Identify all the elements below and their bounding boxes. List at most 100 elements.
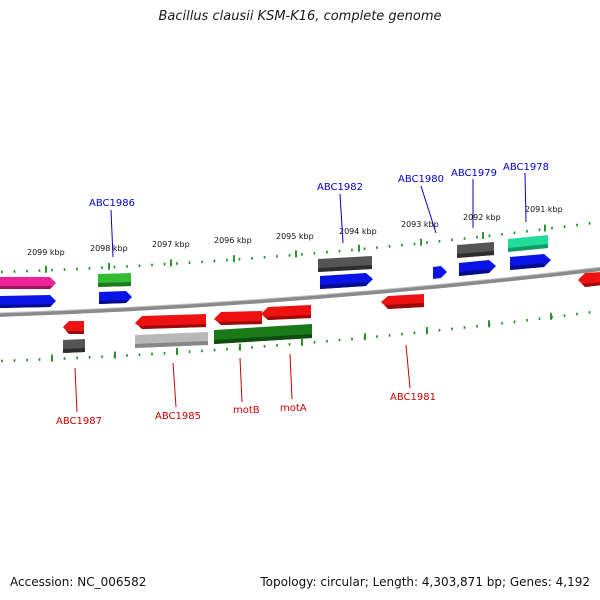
- gene-label-abc1980[interactable]: ABC1980: [398, 174, 444, 185]
- gene-arrow-abc1981-shade: [385, 303, 424, 309]
- leader-abc1986: [110, 209, 114, 258]
- minor-tick: [351, 248, 353, 252]
- minor-tick: [426, 241, 428, 244]
- gene-arrow-gray-1987-shade: [63, 348, 85, 353]
- major-tick: [233, 255, 235, 263]
- minor-tick: [13, 270, 16, 273]
- gene-arrow-abc1980[interactable]: [433, 266, 447, 279]
- minor-tick: [276, 344, 278, 347]
- kbp-label: 2098 kbp: [90, 244, 128, 253]
- gene-arrow-abc1987[interactable]: [63, 321, 84, 334]
- kbp-label: 2099 kbp: [27, 248, 65, 257]
- minor-tick: [113, 265, 116, 269]
- minor-tick: [38, 269, 41, 272]
- minor-tick: [388, 245, 391, 248]
- gene-label-abc1979[interactable]: ABC1979: [451, 168, 497, 179]
- gene-arrow-gray-1982-shade: [318, 265, 372, 272]
- kbp-label: 2095 kbp: [276, 232, 314, 241]
- minor-tick: [326, 339, 328, 343]
- minor-tick: [201, 260, 203, 264]
- major-tick: [544, 224, 546, 232]
- minor-tick: [251, 346, 253, 349]
- minor-tick: [326, 250, 328, 254]
- minor-tick: [101, 355, 103, 359]
- reverse-label-leaders: [74, 344, 411, 413]
- major-tick: [176, 347, 178, 355]
- minor-tick: [501, 232, 503, 236]
- major-tick: [488, 320, 490, 328]
- minor-tick: [176, 262, 178, 265]
- gene-arrow-red-edge-shade: [582, 282, 600, 287]
- minor-tick: [563, 314, 566, 317]
- reverse-labels: ABC1987 ABC1985 motB motA ABC1981: [56, 392, 436, 427]
- minor-tick: [201, 349, 203, 353]
- minor-tick: [188, 261, 191, 264]
- gene-label-abc1985[interactable]: ABC1985: [155, 411, 201, 422]
- leader-abc1981: [405, 344, 411, 389]
- major-tick: [51, 354, 53, 362]
- minor-tick: [263, 345, 266, 348]
- minor-tick: [88, 267, 91, 270]
- leader-abc1980: [420, 185, 437, 234]
- kbp-label: 2093 kbp: [401, 220, 439, 229]
- forward-labels: ABC1986 ABC1982 ABC1980 ABC1979 ABC1978: [89, 162, 549, 209]
- gene-arrow-mota-shade: [265, 315, 311, 320]
- gene-label-abc1978[interactable]: ABC1978: [503, 162, 549, 173]
- minor-tick: [351, 337, 353, 341]
- minor-tick: [76, 267, 78, 271]
- gene-label-mota[interactable]: motA: [280, 403, 307, 414]
- gene-label-abc1982[interactable]: ABC1982: [317, 182, 363, 193]
- gene-label-abc1987[interactable]: ABC1987: [56, 416, 102, 427]
- major-tick: [550, 312, 552, 320]
- major-tick: [364, 333, 366, 341]
- forward-tick-track: [1, 222, 591, 274]
- gene-label-motb[interactable]: motB: [233, 405, 260, 416]
- minor-tick: [13, 359, 16, 362]
- gene-arrow-abc1978-shade: [510, 263, 547, 270]
- minor-tick: [551, 315, 553, 319]
- minor-tick: [513, 231, 516, 235]
- gene-label-abc1986[interactable]: ABC1986: [89, 198, 135, 209]
- minor-tick: [63, 357, 66, 360]
- minor-tick: [151, 352, 153, 356]
- gene-arrow-motb-shade: [218, 321, 262, 325]
- kbp-scale: 2099 kbp 2098 kbp 2097 kbp 2096 kbp 2095…: [27, 205, 563, 257]
- minor-tick: [376, 246, 378, 249]
- minor-tick: [301, 253, 303, 256]
- minor-tick: [126, 265, 128, 268]
- minor-tick: [338, 338, 341, 342]
- kbp-label: 2096 kbp: [214, 236, 252, 245]
- minor-tick: [513, 320, 516, 324]
- minor-tick: [313, 340, 316, 344]
- minor-tick: [213, 259, 216, 263]
- kbp-label: 2097 kbp: [152, 240, 190, 249]
- kbp-label: 2094 kbp: [339, 227, 377, 236]
- minor-tick: [26, 358, 28, 362]
- minor-tick: [163, 262, 166, 266]
- minor-tick: [26, 269, 28, 273]
- gene-arrow-abc1986-shade: [99, 300, 129, 304]
- minor-tick: [376, 335, 378, 338]
- minor-tick: [51, 268, 53, 272]
- major-tick: [426, 327, 428, 335]
- genome-backbone: [0, 267, 600, 317]
- minor-tick: [338, 249, 341, 253]
- reverse-features: [63, 272, 600, 353]
- minor-tick: [188, 350, 191, 353]
- minor-tick: [451, 327, 453, 331]
- minor-tick: [213, 348, 216, 352]
- leader-motb: [239, 357, 243, 403]
- gene-arrow-green-shade: [98, 282, 131, 287]
- major-tick: [295, 250, 297, 258]
- gene-label-abc1981[interactable]: ABC1981: [390, 392, 436, 403]
- minor-tick: [438, 328, 441, 332]
- accession-text: Accession: NC_006582: [10, 575, 147, 589]
- minor-tick: [263, 256, 266, 259]
- minor-tick: [463, 237, 466, 240]
- minor-tick: [388, 334, 391, 337]
- minor-tick: [163, 351, 166, 355]
- minor-tick: [288, 343, 291, 346]
- major-tick: [420, 238, 422, 246]
- leader-abc1987: [74, 367, 78, 413]
- major-tick: [301, 338, 303, 346]
